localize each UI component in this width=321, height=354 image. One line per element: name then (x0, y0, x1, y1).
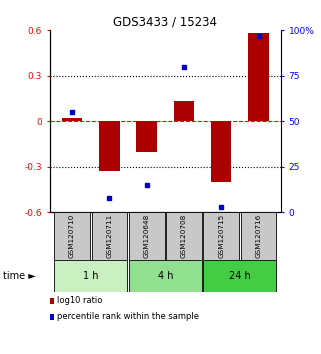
Bar (203, 212, 239, 260)
Bar (241, 212, 276, 260)
Text: GSM120716: GSM120716 (256, 214, 262, 258)
Bar (54, 212, 90, 260)
Bar (136, 121, 157, 152)
Bar (54, 260, 127, 292)
Bar (166, 212, 202, 260)
Text: time ►: time ► (3, 271, 36, 281)
Bar (99, 121, 120, 171)
Text: GSM120710: GSM120710 (69, 214, 75, 258)
Bar (62, 118, 82, 121)
Text: GSM120711: GSM120711 (106, 214, 112, 258)
Text: 24 h: 24 h (229, 271, 251, 281)
Bar (203, 260, 276, 292)
Text: GSM120715: GSM120715 (218, 214, 224, 258)
Text: log10 ratio: log10 ratio (57, 296, 102, 306)
Bar (248, 33, 269, 121)
Bar (211, 121, 231, 182)
Text: percentile rank within the sample: percentile rank within the sample (57, 312, 199, 321)
Text: GSM120648: GSM120648 (144, 214, 150, 258)
Bar (91, 212, 127, 260)
Text: GSM120708: GSM120708 (181, 214, 187, 258)
Bar (129, 212, 165, 260)
Text: 1 h: 1 h (83, 271, 99, 281)
Title: GDS3433 / 15234: GDS3433 / 15234 (113, 16, 217, 29)
Bar (129, 260, 202, 292)
Text: 4 h: 4 h (158, 271, 173, 281)
Bar (174, 102, 194, 121)
